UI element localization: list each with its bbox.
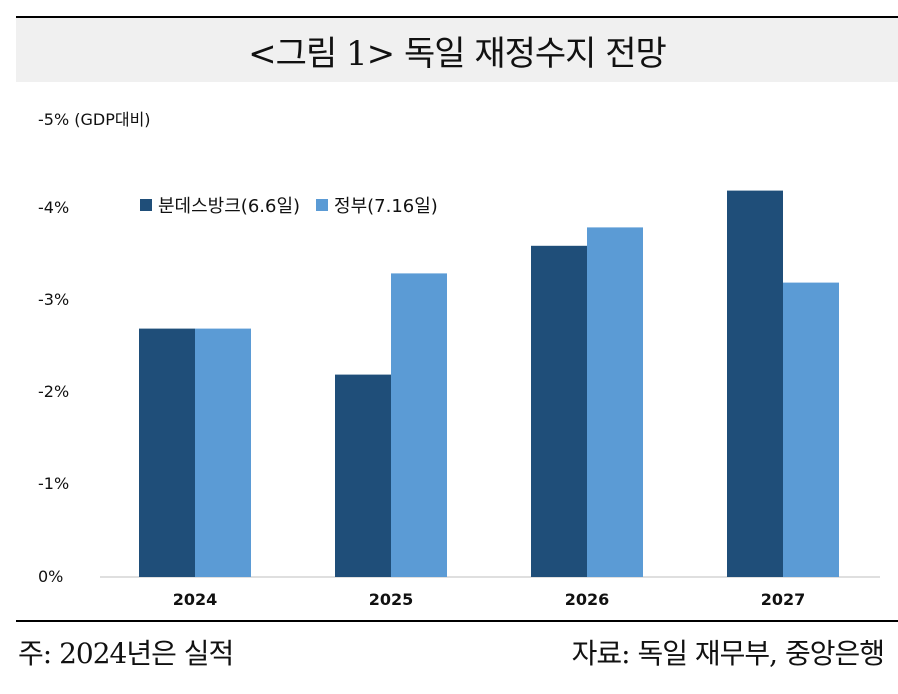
legend-label: 분데스방크(6.6일) <box>158 196 301 217</box>
legend-swatch-dark <box>140 199 152 211</box>
x-tick-label: 2026 <box>564 590 610 609</box>
legend-label: 정부(7.16일) <box>334 196 438 217</box>
y-tick-label: -4% <box>38 198 70 217</box>
y-tick-label: -3% <box>38 290 70 309</box>
x-tick-label: 2024 <box>172 590 218 609</box>
bar-government-2025 <box>391 273 447 577</box>
chart-title: <그림 1> 독일 재정수지 전망 <box>248 33 667 74</box>
legend: 분데스방크(6.6일) 정부(7.16일) <box>140 192 454 218</box>
footnote: 주: 2024년은 실적 <box>18 637 234 670</box>
y-tick-label: 0% <box>38 567 64 586</box>
legend-item: 정부(7.16일) <box>316 192 438 218</box>
y-tick-label: -1% <box>38 474 70 493</box>
top-rule <box>16 16 898 18</box>
legend-swatch-light <box>316 199 329 211</box>
x-tick-label: 2025 <box>368 590 414 609</box>
bar-government-2024 <box>195 328 251 577</box>
bar-bundesbank-2025 <box>335 374 391 577</box>
title-band: <그림 1> 독일 재정수지 전망 <box>16 18 898 82</box>
source-note: 자료: 독일 재무부, 중앙은행 <box>571 637 885 670</box>
bar-bundesbank-2024 <box>139 328 195 577</box>
y-axis-label: -5% (GDP대비) <box>38 110 151 129</box>
y-tick-label: -2% <box>38 382 70 401</box>
bottom-rule <box>16 620 898 622</box>
bar-government-2027 <box>783 282 839 577</box>
x-tick-label: 2027 <box>760 590 806 609</box>
bar-government-2026 <box>587 227 643 577</box>
legend-item: 분데스방크(6.6일) <box>140 192 300 218</box>
bar-bundesbank-2026 <box>531 245 587 578</box>
bar-bundesbank-2027 <box>727 190 783 577</box>
